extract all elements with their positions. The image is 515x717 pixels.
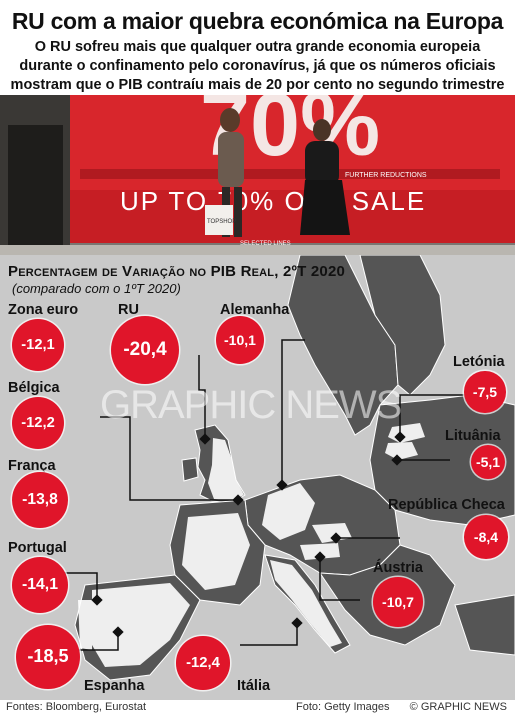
bubble-4: -7,5 bbox=[464, 371, 506, 413]
bubble-1: -12,1 bbox=[11, 318, 65, 372]
bubble-5: -12,2 bbox=[11, 396, 65, 450]
sources-text: Fontes: Bloomberg, Eurostat bbox=[6, 701, 147, 713]
label-espanha: Espanha bbox=[84, 678, 145, 694]
label-lituania: Lituânia bbox=[445, 428, 501, 444]
bubble-12: -12,4 bbox=[176, 636, 230, 690]
label-ru: RU bbox=[118, 302, 139, 318]
bubble-10: -10,7 bbox=[373, 577, 423, 627]
bubble-6: -5,1 bbox=[471, 445, 505, 479]
label-portugal: Portugal bbox=[8, 540, 67, 556]
label-zona-euro: Zona euro bbox=[8, 302, 79, 318]
lines-text: SELECTED LINES bbox=[240, 241, 291, 247]
label-belgica: Bélgica bbox=[8, 380, 60, 396]
bubble-11: -18,5 bbox=[15, 624, 81, 690]
label-alemanha: Alemanha bbox=[220, 302, 290, 318]
photo-credit: Foto: Getty Images bbox=[296, 701, 390, 713]
label-italia: Itália bbox=[237, 678, 271, 694]
europe-map bbox=[0, 255, 515, 700]
bubble-9: -14,1 bbox=[11, 556, 69, 614]
chart-subtitle: (comparado com o 1ºT 2020) bbox=[12, 281, 181, 296]
bag-text: TOPSHOP bbox=[207, 219, 236, 225]
shop-sale-photo: 70% FURTHER REDUCTIONS UP TO 70% OFF SAL… bbox=[0, 95, 515, 255]
bubble-3: -10,1 bbox=[216, 316, 264, 364]
label-austria: Áustria bbox=[373, 560, 423, 576]
bubble-7: -13,8 bbox=[12, 472, 68, 528]
sign-sale-text: UP TO 70% OFF SALE bbox=[120, 186, 426, 216]
chart-title: Percentagem de Variação no PIB Real, 2ºT… bbox=[8, 263, 346, 280]
brand-text: © GRAPHIC NEWS bbox=[409, 701, 507, 713]
footer bbox=[0, 700, 515, 717]
sign-strip-text: FURTHER REDUCTIONS bbox=[345, 172, 427, 179]
label-letonia: Letónia bbox=[453, 354, 505, 370]
bubble-8: -8,4 bbox=[464, 515, 508, 559]
label-franca: França bbox=[8, 458, 56, 474]
label-republica-checa: República Checa bbox=[388, 497, 505, 513]
bubble-2: -20,4 bbox=[111, 316, 179, 384]
page-title: RU com a maior quebra económica na Europ… bbox=[11, 8, 504, 34]
